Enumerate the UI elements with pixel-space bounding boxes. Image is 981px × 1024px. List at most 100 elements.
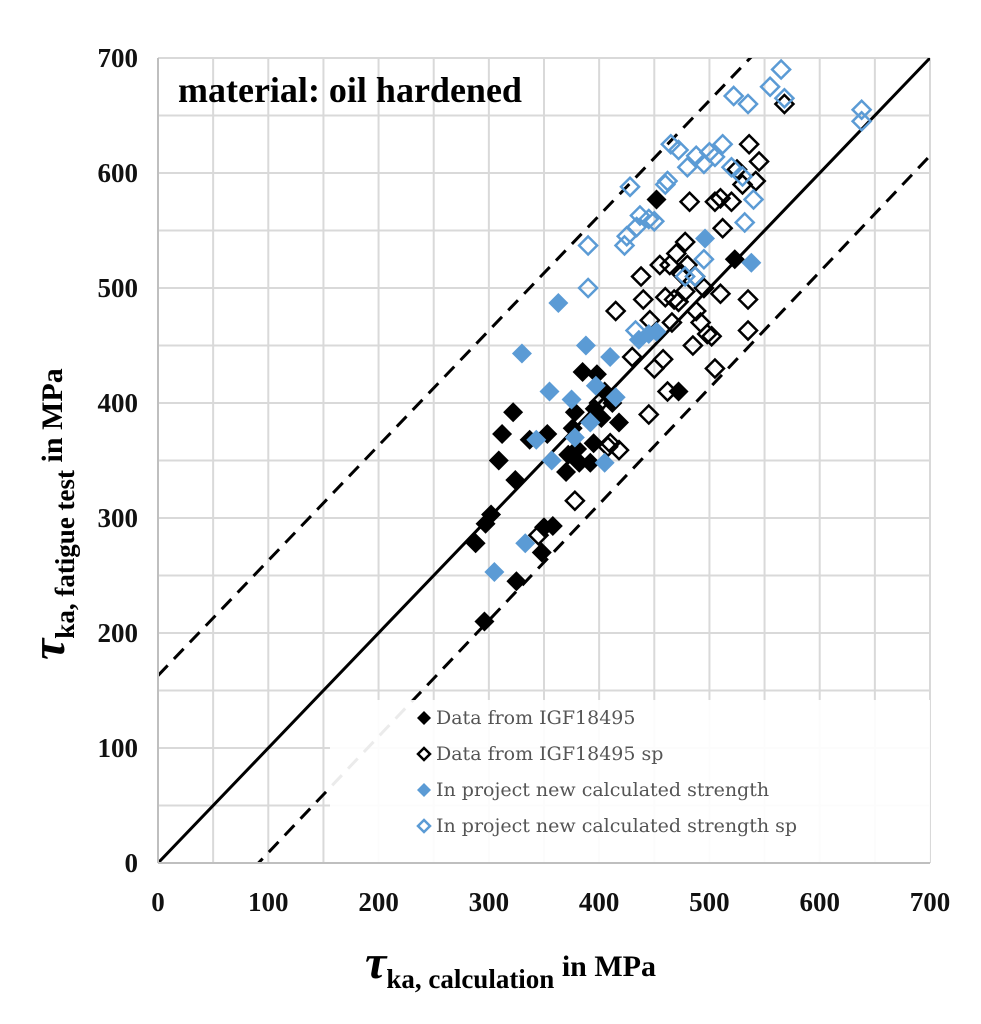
y-label-subscript: ka, fatigue test (50, 470, 80, 639)
data-point (646, 189, 667, 210)
data-point (613, 234, 636, 257)
data-point (572, 361, 593, 382)
svg-text:τka, calculation in MPa: τka, calculation in MPa (365, 936, 656, 994)
data-point (548, 292, 569, 313)
data-point (492, 424, 513, 445)
data-point (527, 524, 550, 547)
data-point (474, 611, 495, 632)
dashed-reference-line (158, 58, 753, 677)
data-point (709, 187, 732, 210)
data-point (685, 300, 707, 322)
data-point (742, 188, 765, 211)
legend-label: In project new calculated strength sp (436, 815, 797, 837)
data-point (465, 533, 486, 554)
series-4 (577, 58, 873, 342)
data-point (665, 242, 688, 265)
data-point (561, 389, 582, 410)
data-point (656, 380, 679, 403)
data-point (621, 346, 643, 368)
legend-marker (416, 818, 432, 834)
legend-background (330, 700, 930, 862)
y-tick-label: 700 (98, 43, 139, 73)
axes: 0 100 200 300 400 500 600 700 0 100 200 300 400 500 60… (98, 43, 951, 917)
data-point (682, 334, 704, 357)
data-point (696, 323, 718, 345)
x-tick-label: 100 (248, 887, 289, 917)
x-tick-label: 200 (358, 887, 399, 917)
data-point (722, 85, 745, 107)
y-tick-label: 300 (98, 503, 139, 533)
data-point (526, 429, 547, 450)
x-tick-label: 700 (910, 887, 951, 917)
data-point (577, 234, 599, 257)
x-tick-label: 300 (469, 887, 510, 917)
data-point (661, 311, 683, 334)
data-point (564, 427, 585, 448)
data-point (652, 348, 674, 371)
data-point (667, 139, 690, 161)
x-label-subscript: ka, calculation (386, 964, 554, 994)
data-point (711, 133, 734, 156)
data-point (737, 288, 759, 311)
data-point (542, 516, 563, 537)
data-point (630, 265, 652, 288)
data-point (506, 571, 527, 592)
data-point (481, 504, 502, 525)
data-point (583, 433, 604, 454)
y-tick-label: 200 (98, 618, 139, 648)
data-point (585, 375, 606, 396)
data-point (577, 277, 599, 299)
legend-marker (417, 711, 431, 725)
data-point (770, 58, 792, 81)
legend-label: Data from IGF18495 sp (436, 743, 663, 765)
data-point (656, 170, 679, 192)
data-point (580, 412, 601, 433)
data-points (465, 58, 873, 632)
dashed-reference-line (256, 154, 930, 863)
data-point (632, 288, 655, 311)
y-tick-label: 0 (125, 848, 139, 878)
x-axis-label: τka, calculation in MPa (365, 936, 656, 994)
data-point (643, 210, 666, 233)
chart-title: material: oil hardened (178, 70, 522, 110)
y-tick-label: 500 (98, 273, 139, 303)
x-tick-label: 0 (151, 887, 165, 917)
data-point (741, 252, 762, 273)
data-point (693, 277, 715, 299)
data-point (556, 462, 577, 482)
data-point (693, 248, 715, 271)
data-point (709, 282, 732, 305)
data-point (575, 335, 596, 356)
y-label-symbol: τ (22, 637, 75, 660)
legend-label: Data from IGF18495 (436, 707, 635, 729)
data-point (599, 432, 621, 455)
x-label-suffix: in MPa (554, 950, 656, 983)
data-point (704, 190, 726, 213)
x-label-symbol: τ (365, 936, 388, 989)
x-tick-label: 400 (579, 887, 620, 917)
data-point (711, 217, 734, 239)
data-point (586, 364, 607, 385)
data-point (515, 533, 536, 554)
y-axis-label: τka, fatigue test in MPa (22, 368, 80, 660)
legend: Data from IGF18495 Data from IGF18495 sp I… (330, 700, 930, 862)
data-point (488, 450, 509, 471)
legend-marker (416, 746, 432, 762)
data-point (580, 452, 601, 473)
data-point (700, 325, 723, 348)
data-point (638, 208, 660, 230)
data-point (600, 347, 621, 367)
data-point (748, 150, 770, 173)
data-point (638, 403, 660, 426)
data-point (646, 321, 667, 342)
data-point (605, 387, 626, 408)
svg-text:τka, fatigue test in MPa: τka, fatigue test in MPa (22, 368, 80, 660)
data-point (731, 165, 754, 188)
data-point (619, 176, 641, 198)
data-point (539, 381, 560, 402)
data-point (604, 300, 627, 322)
data-point (695, 228, 716, 249)
data-point (624, 319, 647, 342)
data-point (704, 146, 726, 168)
